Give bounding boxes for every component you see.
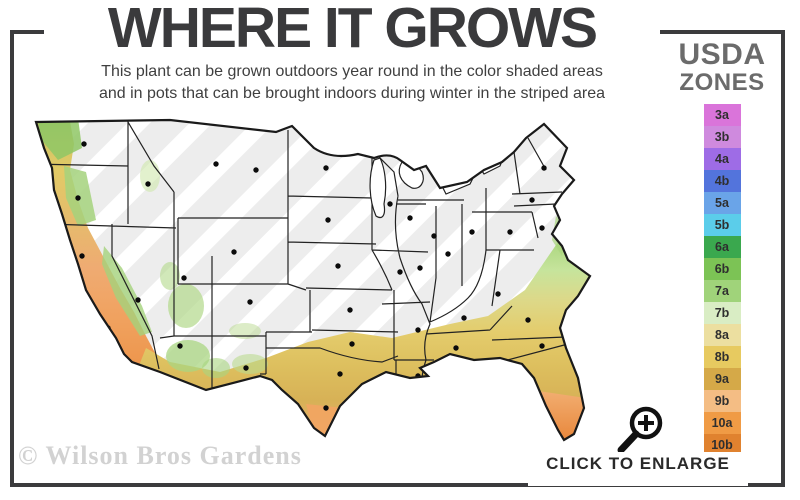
- zone-swatch-10a: 10a: [703, 412, 741, 435]
- subtitle-line-1: This plant can be grown outdoors year ro…: [101, 63, 603, 80]
- zone-swatch-6a: 6a: [703, 236, 741, 259]
- zone-swatch-9b: 9b: [703, 390, 741, 413]
- zone-swatch-3a: 3a: [703, 104, 741, 127]
- zone-swatch-9a: 9a: [703, 368, 741, 391]
- florida-orange-zone: [518, 388, 586, 440]
- page-title: WHERE IT GROWS: [107, 0, 598, 60]
- click-to-enlarge-button[interactable]: CLICK TO ENLARGE: [528, 452, 748, 486]
- zone-swatch-7b: 7b: [703, 302, 741, 325]
- zone-swatch-6b: 6b: [703, 258, 741, 281]
- zone-swatch-8a: 8a: [703, 324, 741, 347]
- subtitle: This plant can be grown outdoors year ro…: [44, 61, 660, 104]
- us-outline: [34, 118, 592, 442]
- zone-swatch-3b: 3b: [703, 126, 741, 149]
- header: WHERE IT GROWS This plant can be grown o…: [44, 0, 660, 107]
- usda-zones-legend: USDA ZONES 3a 3b 4a 4b 5a 5b 6a 6b 7a 7b 8a 8b 9a 9b 1…: [660, 38, 784, 457]
- magnifier-plus-icon[interactable]: [610, 400, 668, 458]
- zone-swatch-5a: 5a: [703, 192, 741, 215]
- legend-heading-zones: ZONES: [679, 69, 765, 96]
- zone-swatch-8b: 8b: [703, 346, 741, 369]
- zone-swatch-5b: 5b: [703, 214, 741, 237]
- legend-heading-usda: USDA: [678, 38, 766, 71]
- zone-swatch-4b: 4b: [703, 170, 741, 193]
- state-borders: [36, 120, 590, 427]
- usda-zone-map[interactable]: [20, 106, 670, 478]
- watermark: © Wilson Bros Gardens: [18, 441, 302, 470]
- zone-swatch-7a: 7a: [703, 280, 741, 303]
- zone-swatch-column: 3a 3b 4a 4b 5a 5b 6a 6b 7a 7b 8a 8b 9a 9b 10a 10b: [660, 104, 784, 457]
- zone-swatch-10b: 10b: [703, 434, 741, 457]
- zone-swatch-4a: 4a: [703, 148, 741, 171]
- subtitle-line-2: and in pots that can be brought indoors …: [98, 84, 606, 102]
